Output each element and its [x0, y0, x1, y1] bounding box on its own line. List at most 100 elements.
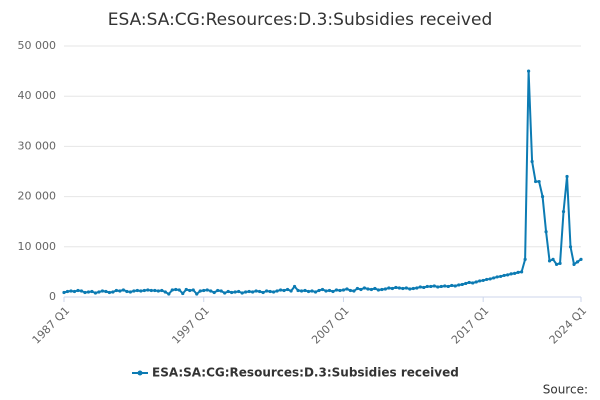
data-point — [125, 289, 129, 294]
data-point — [537, 179, 541, 184]
data-point — [156, 289, 160, 293]
data-point — [558, 261, 562, 265]
data-point — [258, 289, 262, 294]
data-point — [296, 288, 300, 293]
data-point — [506, 273, 510, 277]
data-point — [565, 174, 569, 179]
data-point — [62, 290, 66, 295]
data-point — [191, 288, 195, 292]
data-point — [366, 287, 370, 291]
data-point — [527, 69, 531, 73]
data-point — [554, 262, 559, 266]
data-point — [390, 286, 394, 291]
data-point — [369, 287, 374, 292]
chart-title: ESA:SA:CG:Resources:D.3:Subsidies receiv… — [108, 10, 493, 30]
data-point — [205, 288, 209, 292]
data-point — [244, 290, 248, 294]
data-point — [432, 284, 436, 288]
data-point — [429, 284, 433, 289]
data-point — [254, 289, 258, 293]
data-point — [132, 289, 136, 293]
data-point — [226, 289, 230, 294]
data-point — [160, 288, 164, 293]
data-point — [352, 289, 356, 293]
data-point — [551, 257, 555, 261]
data-point — [464, 281, 468, 286]
data-point — [422, 285, 426, 290]
data-point — [118, 289, 122, 293]
data-point — [362, 286, 367, 290]
data-point — [181, 291, 185, 296]
data-point — [90, 289, 94, 294]
data-point — [237, 289, 241, 294]
data-point — [401, 286, 405, 291]
data-point — [142, 288, 146, 293]
data-point — [436, 285, 440, 289]
data-point — [425, 284, 429, 289]
data-point — [278, 288, 283, 292]
data-point — [394, 285, 398, 290]
data-point — [457, 283, 461, 287]
data-point — [411, 286, 415, 291]
data-point — [167, 292, 171, 296]
data-point — [93, 291, 98, 295]
data-point — [174, 287, 178, 292]
data-point — [561, 210, 566, 214]
data-point — [170, 288, 174, 292]
data-point — [572, 262, 576, 266]
data-point — [153, 288, 157, 293]
y-tick-label: 40 000 — [18, 89, 57, 102]
legend-marker — [137, 370, 143, 376]
data-point — [149, 288, 153, 293]
data-point — [485, 277, 489, 282]
data-point — [212, 290, 216, 295]
data-point — [575, 260, 580, 264]
data-point — [219, 289, 223, 293]
data-point — [492, 276, 496, 280]
data-point — [299, 289, 304, 293]
data-point — [408, 287, 412, 291]
data-point — [282, 288, 286, 293]
data-point — [163, 290, 167, 294]
data-point — [439, 284, 443, 289]
data-point — [240, 291, 244, 295]
data-point — [271, 290, 276, 294]
data-point — [327, 288, 332, 293]
data-point — [139, 289, 143, 293]
data-point — [317, 288, 321, 293]
data-point — [443, 284, 447, 288]
data-point — [97, 290, 101, 294]
data-point — [285, 287, 290, 292]
data-point — [306, 289, 311, 294]
data-point — [520, 270, 524, 274]
data-point — [376, 288, 380, 292]
data-point — [331, 289, 335, 294]
x-tick-label: 1997 Q1 — [169, 304, 212, 347]
data-point — [111, 290, 115, 294]
data-point — [446, 284, 450, 289]
data-point — [471, 281, 475, 285]
data-point — [209, 289, 213, 293]
data-point — [100, 289, 105, 293]
data-point — [355, 286, 360, 291]
legend-label: ESA:SA:CG:Resources:D.3:Subsidies receiv… — [152, 366, 459, 380]
data-point — [86, 290, 91, 294]
data-point — [499, 274, 503, 279]
data-point — [195, 292, 199, 296]
data-point — [453, 284, 457, 288]
data-point — [359, 287, 363, 292]
data-point — [474, 280, 478, 284]
data-point — [415, 286, 419, 290]
data-point — [251, 290, 255, 294]
x-tick-label: 2007 Q1 — [309, 304, 352, 347]
data-point — [324, 289, 328, 293]
data-point — [202, 288, 206, 293]
data-point — [509, 272, 513, 276]
data-point — [128, 290, 132, 294]
source: Source: — [543, 383, 588, 397]
data-point — [233, 290, 237, 294]
data-point — [230, 290, 234, 295]
data-point — [495, 275, 499, 279]
data-point — [289, 289, 293, 293]
data-point — [418, 285, 422, 289]
